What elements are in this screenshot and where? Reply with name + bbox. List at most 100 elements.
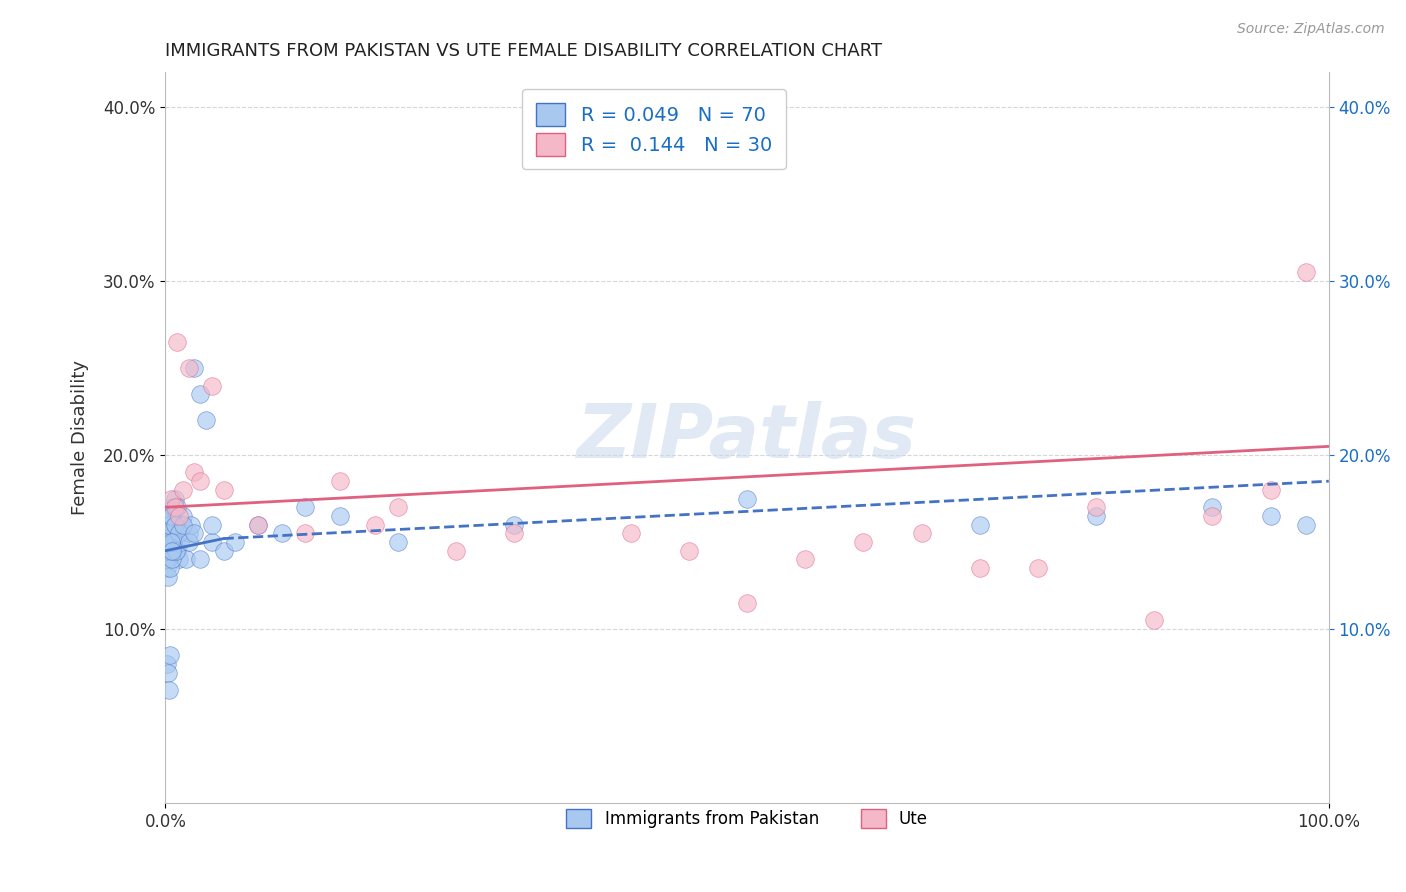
Point (160, 535, 183, 549)
Point (1295, 517, 1317, 532)
Point (294, 500, 316, 515)
Y-axis label: Female Disability: Female Disability (72, 360, 89, 516)
Point (165, 517, 187, 532)
Legend: Immigrants from Pakistan, Ute: Immigrants from Pakistan, Ute (560, 802, 935, 835)
Point (387, 500, 409, 515)
Point (735, 491, 758, 506)
Point (177, 361, 200, 376)
Point (159, 543, 181, 558)
Point (678, 543, 700, 558)
Point (503, 517, 526, 532)
Point (157, 552, 180, 566)
Point (177, 526, 200, 541)
Point (910, 526, 932, 541)
Point (503, 526, 526, 541)
Point (329, 508, 352, 523)
Point (156, 570, 179, 584)
Point (270, 526, 292, 541)
Point (247, 517, 270, 532)
Point (969, 517, 991, 532)
Point (159, 508, 181, 523)
Point (188, 387, 211, 401)
Point (183, 466, 205, 480)
Point (155, 526, 177, 541)
Point (169, 526, 191, 541)
Point (157, 526, 180, 541)
Point (159, 535, 181, 549)
Point (195, 413, 218, 427)
Point (444, 543, 467, 558)
Point (166, 334, 188, 349)
Point (1085, 500, 1108, 515)
Point (162, 500, 184, 515)
Point (166, 500, 188, 515)
Point (620, 526, 643, 541)
Point (156, 665, 179, 680)
Point (177, 535, 200, 549)
Point (201, 378, 224, 392)
Point (160, 491, 183, 506)
Point (169, 508, 191, 523)
Point (163, 500, 186, 515)
Point (155, 561, 177, 575)
Point (201, 535, 224, 549)
Text: ZIPatlas: ZIPatlas (576, 401, 917, 475)
Point (1260, 483, 1282, 497)
Point (157, 543, 180, 558)
Point (159, 517, 181, 532)
Point (156, 517, 179, 532)
Point (180, 517, 202, 532)
Point (169, 552, 191, 566)
Point (169, 535, 191, 549)
Point (159, 648, 181, 662)
Point (1201, 508, 1223, 523)
Point (735, 596, 758, 610)
Point (364, 517, 387, 532)
Point (165, 535, 187, 549)
Point (160, 508, 183, 523)
Point (160, 543, 183, 558)
Point (1026, 561, 1049, 575)
Point (165, 543, 187, 558)
Point (163, 526, 186, 541)
Point (157, 682, 180, 697)
Point (163, 517, 186, 532)
Point (294, 526, 316, 541)
Point (162, 526, 184, 541)
Text: IMMIGRANTS FROM PAKISTAN VS UTE FEMALE DISABILITY CORRELATION CHART: IMMIGRANTS FROM PAKISTAN VS UTE FEMALE D… (166, 42, 883, 60)
Point (156, 543, 179, 558)
Text: Source: ZipAtlas.com: Source: ZipAtlas.com (1237, 22, 1385, 37)
Point (155, 657, 177, 671)
Point (165, 491, 187, 506)
Point (794, 552, 817, 566)
Point (188, 474, 211, 488)
Point (1201, 500, 1223, 515)
Point (224, 535, 246, 549)
Point (172, 517, 194, 532)
Point (1295, 265, 1317, 279)
Point (162, 535, 184, 549)
Point (247, 517, 270, 532)
Point (157, 535, 180, 549)
Point (166, 543, 188, 558)
Point (852, 535, 875, 549)
Point (163, 517, 186, 532)
Point (172, 483, 194, 497)
Point (212, 543, 235, 558)
Point (188, 552, 211, 566)
Point (167, 526, 190, 541)
Point (969, 561, 991, 575)
Point (159, 561, 181, 575)
Point (183, 526, 205, 541)
Point (160, 535, 183, 549)
Point (159, 526, 181, 541)
Point (172, 508, 194, 523)
Point (329, 474, 352, 488)
Point (174, 552, 197, 566)
Point (201, 517, 224, 532)
Point (212, 483, 235, 497)
Point (162, 543, 184, 558)
Point (1143, 613, 1166, 627)
Point (162, 508, 184, 523)
Point (156, 552, 179, 566)
